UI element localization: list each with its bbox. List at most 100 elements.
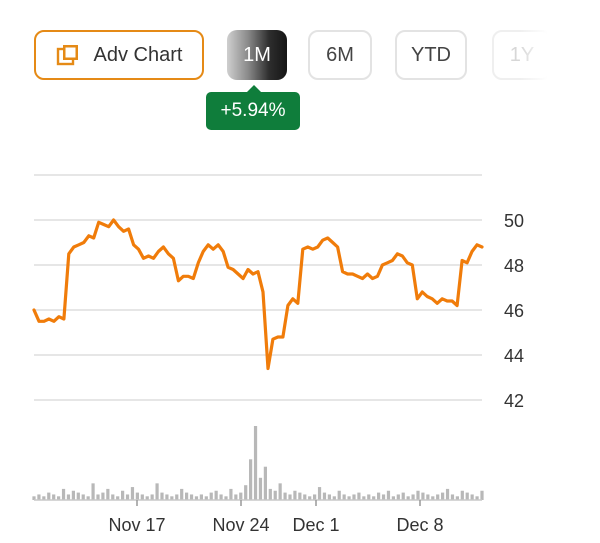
x-tick-label: Nov 24 — [212, 515, 269, 535]
y-tick-label: 42 — [504, 391, 524, 411]
volume-bar — [239, 492, 243, 500]
volume-bar — [106, 488, 110, 500]
volume-bar — [140, 494, 144, 500]
volume-bar — [96, 494, 100, 500]
volume-bar — [66, 494, 71, 500]
volume-bar — [278, 483, 282, 500]
volume-bar — [224, 496, 228, 500]
volume-bar — [372, 496, 376, 500]
volume-bar — [377, 492, 381, 500]
volume-bar — [165, 494, 169, 500]
volume-bar — [303, 494, 307, 500]
volume-bar — [401, 492, 405, 500]
volume-bar — [396, 494, 400, 500]
y-tick-label: 44 — [504, 346, 524, 366]
volume-bar — [362, 496, 366, 500]
volume-bar — [347, 496, 351, 500]
volume-bar — [91, 483, 95, 500]
volume-bar — [234, 494, 238, 500]
volume-bar — [298, 492, 302, 500]
volume-bar — [199, 494, 203, 500]
volume-bar — [317, 487, 322, 500]
volume-bar — [135, 492, 139, 500]
range-ytd-button[interactable]: YTD — [395, 30, 467, 80]
volume-bar — [445, 488, 450, 500]
volume-bar — [81, 494, 85, 500]
volume-bar — [426, 494, 430, 500]
change-badge: +5.94% — [206, 85, 300, 130]
volume-bar — [293, 490, 297, 500]
volume-bar — [175, 494, 179, 500]
volume-bars — [32, 426, 484, 501]
volume-bar — [47, 492, 51, 500]
volume-bar — [322, 492, 327, 500]
volume-bar — [342, 494, 346, 500]
volume-bar — [125, 494, 130, 500]
volume-bar — [214, 490, 218, 500]
volume-bar — [229, 488, 233, 500]
volume-bar — [273, 490, 277, 500]
volume-bar — [332, 496, 336, 500]
volume-bar — [381, 494, 386, 500]
volume-bar — [475, 496, 479, 500]
volume-bar — [431, 496, 435, 500]
x-tick-label: Dec 8 — [396, 515, 443, 535]
volume-bar — [249, 459, 253, 500]
volume-bar — [61, 488, 66, 500]
volume-bar — [209, 492, 213, 500]
volume-bar — [313, 494, 317, 500]
volume-bar — [441, 492, 445, 500]
adv-chart-button[interactable]: Adv Chart — [34, 30, 204, 80]
volume-bar — [406, 496, 410, 500]
volume-bar — [145, 496, 149, 500]
volume-bar — [71, 490, 75, 500]
volume-bar — [253, 426, 258, 500]
volume-bar — [42, 496, 46, 500]
adv-chart-label: Adv Chart — [93, 43, 183, 66]
volume-bar — [37, 494, 41, 500]
volume-bar — [283, 492, 287, 500]
volume-bar — [470, 494, 474, 500]
volume-bar — [52, 494, 56, 500]
volume-bar — [460, 490, 464, 500]
volume-bar — [308, 496, 312, 500]
volume-bar — [244, 485, 248, 500]
volume-bar — [455, 496, 459, 500]
volume-bar — [219, 494, 223, 500]
volume-bar — [185, 492, 189, 500]
volume-bar — [268, 488, 272, 500]
volume-bar — [411, 494, 415, 500]
scroll-fade — [520, 24, 600, 86]
x-tick-label: Nov 17 — [108, 515, 165, 535]
volume-bar — [101, 492, 105, 500]
volume-bar — [450, 494, 455, 500]
volume-bar — [121, 490, 125, 500]
volume-bar — [288, 494, 292, 500]
volume-bar — [391, 496, 395, 500]
volume-bar — [170, 496, 174, 500]
volume-bar — [111, 494, 115, 500]
volume-bar — [386, 490, 391, 500]
range-6m-button[interactable]: 6M — [308, 30, 372, 80]
volume-bar — [76, 492, 80, 500]
x-tick-label: Dec 1 — [292, 515, 339, 535]
volume-bar — [57, 496, 61, 500]
volume-bar — [160, 492, 164, 500]
volume-bar — [150, 494, 154, 500]
grid-lines — [34, 174, 482, 401]
volume-bar — [327, 494, 331, 500]
range-1m-button[interactable]: 1M — [227, 30, 287, 80]
y-tick-label: 48 — [504, 256, 524, 276]
x-axis-labels: Nov 17 Nov 24 Dec 1 Dec 8 — [108, 500, 444, 535]
volume-bar — [421, 492, 425, 500]
volume-bar — [436, 494, 440, 500]
volume-bar — [155, 483, 159, 500]
volume-bar — [258, 477, 263, 500]
volume-bar — [204, 496, 208, 500]
volume-bar — [180, 488, 184, 500]
chart-window-icon — [56, 45, 78, 66]
y-tick-label: 50 — [504, 211, 524, 231]
volume-bar — [337, 490, 341, 500]
y-tick-label: 46 — [504, 301, 524, 321]
